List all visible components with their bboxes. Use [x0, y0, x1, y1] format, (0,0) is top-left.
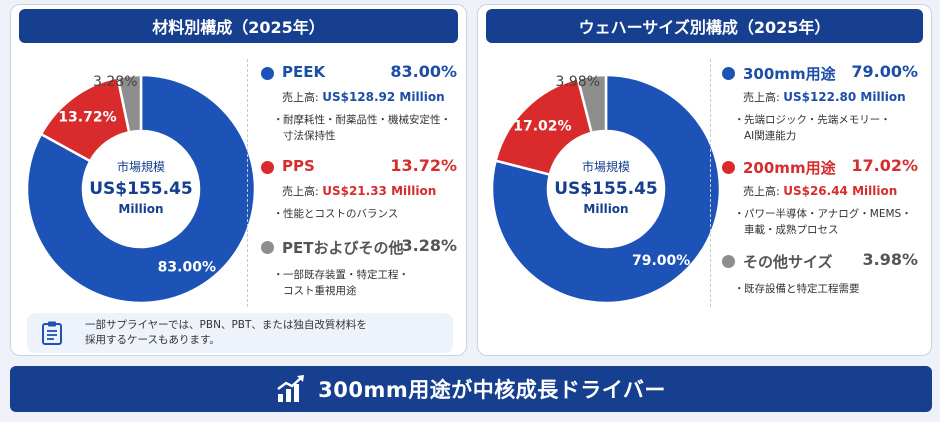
sales-label: 売上高:: [743, 91, 784, 104]
donut-hole: [85, 133, 197, 245]
legend-item-300mm: 300mm用途 79.00% 売上高: US$122.80 Million ・先…: [722, 62, 918, 144]
legend-name: PPS: [282, 157, 315, 175]
legend-pct: 3.98%: [862, 250, 918, 269]
sales-value: US$122.80 Million: [783, 90, 906, 104]
legend-name: PEEK: [282, 63, 326, 81]
red-dot-icon: [722, 161, 735, 174]
wafer-donut-chart: 79.00% 17.02% 3.98% 市場規模 US$155.45 Million: [490, 73, 722, 305]
slice-label: 17.02%: [513, 118, 571, 134]
legend-desc: 既存設備と特定工程需要: [744, 283, 860, 295]
slice-label: 83.00%: [158, 259, 216, 275]
center-text: US$155.45: [89, 179, 192, 199]
legend-desc: パワー半導体・アナログ・MEMS・: [744, 208, 912, 220]
slice-label: 13.72%: [58, 110, 116, 126]
legend-name: 300mm用途: [743, 65, 836, 83]
red-dot-icon: [261, 161, 274, 174]
note-line: 一部サプライヤーでは、PBN、PBT、または独自改質材料を: [85, 319, 367, 331]
center-text: 市場規模: [117, 159, 165, 174]
legend-item-peek: PEEK 83.00% 売上高: US$128.92 Million ・耐摩耗性…: [261, 62, 457, 144]
wafer-legend: 300mm用途 79.00% 売上高: US$122.80 Million ・先…: [722, 62, 918, 297]
legend-desc: 一部既存装置・特定工程・: [283, 269, 409, 281]
wafer-panel-title: ウェハーサイズ別構成（2025年）: [486, 9, 923, 43]
material-panel: 材料別構成（2025年） 83.00% 13.72% 3.28% 市場規模 US$155…: [10, 4, 467, 356]
material-donut-chart: 83.00% 13.72% 3.28% 市場規模 US$155.45 Million: [25, 73, 257, 305]
blue-dot-icon: [261, 67, 274, 80]
divider: [247, 59, 248, 307]
legend-pct: 83.00%: [390, 62, 457, 81]
material-panel-title: 材料別構成（2025年）: [19, 9, 458, 43]
legend-desc: 先端ロジック・先端メモリー・: [744, 114, 891, 126]
donut-slice-1: [25, 73, 257, 305]
center-text: US$155.45: [554, 179, 657, 199]
sales-label: 売上高:: [743, 185, 784, 198]
legend-desc: 寸法保持性: [283, 130, 336, 142]
divider: [710, 59, 711, 307]
legend-desc: 性能とコストのバランス: [283, 208, 399, 220]
summary-banner: 300mm用途が中核成長ドライバー: [10, 366, 932, 412]
slice-label: 79.00%: [632, 253, 690, 269]
gray-dot-icon: [722, 255, 735, 268]
slice-label: 3.28%: [93, 74, 137, 90]
legend-item-200mm: 200mm用途 17.02% 売上高: US$26.44 Million ・パワ…: [722, 156, 918, 238]
gray-dot-icon: [261, 241, 274, 254]
donut-slice-3: [576, 73, 608, 135]
center-text: Million: [583, 202, 628, 216]
legend-desc: 車載・成熟プロセス: [744, 224, 839, 236]
blue-dot-icon: [722, 67, 735, 80]
legend-pct: 17.02%: [851, 156, 918, 175]
legend-name: PETおよびその他: [282, 239, 404, 257]
growth-chart-icon: [277, 375, 305, 402]
legend-item-pps: PPS 13.72% 売上高: US$21.33 Million ・性能とコスト…: [261, 156, 457, 222]
material-legend: PEEK 83.00% 売上高: US$128.92 Million ・耐摩耗性…: [261, 62, 457, 299]
slice-label: 3.98%: [556, 74, 600, 90]
sales-value: US$26.44 Million: [783, 184, 898, 198]
legend-pct: 79.00%: [851, 62, 918, 81]
donut-slice-1: [490, 73, 722, 305]
sales-label: 売上高:: [282, 91, 323, 104]
legend-pct: 13.72%: [390, 156, 457, 175]
legend-desc: AI関連能力: [744, 130, 797, 142]
sales-value: US$21.33 Million: [322, 184, 437, 198]
legend-item-other-size: その他サイズ 3.98% ・既存設備と特定工程需要: [722, 250, 918, 297]
donut-hole: [550, 133, 662, 245]
legend-pct: 3.28%: [401, 236, 457, 255]
legend-desc: 耐摩耗性・耐薬品性・機械安定性・: [283, 114, 451, 126]
banner-text: 300mm用途が中核成長ドライバー: [318, 378, 666, 402]
legend-item-pet-other: PETおよびその他 3.28% ・一部既存装置・特定工程・ コスト重視用途: [261, 236, 457, 299]
material-note: 一部サプライヤーでは、PBN、PBT、または独自改質材料を 採用するケースもあり…: [27, 313, 453, 353]
note-line: 採用するケースもあります。: [85, 334, 220, 346]
center-text: 市場規模: [582, 159, 630, 174]
wafer-size-panel: ウェハーサイズ別構成（2025年） 79.00% 17.02% 3.98% 市場規模 U…: [477, 4, 932, 356]
legend-name: その他サイズ: [743, 253, 833, 271]
sales-label: 売上高:: [282, 185, 323, 198]
legend-desc: コスト重視用途: [283, 285, 357, 297]
clipboard-icon: [42, 321, 62, 345]
center-text: Million: [118, 202, 163, 216]
legend-name: 200mm用途: [743, 159, 836, 177]
donut-slice-3: [116, 73, 143, 134]
sales-value: US$128.92 Million: [322, 90, 445, 104]
